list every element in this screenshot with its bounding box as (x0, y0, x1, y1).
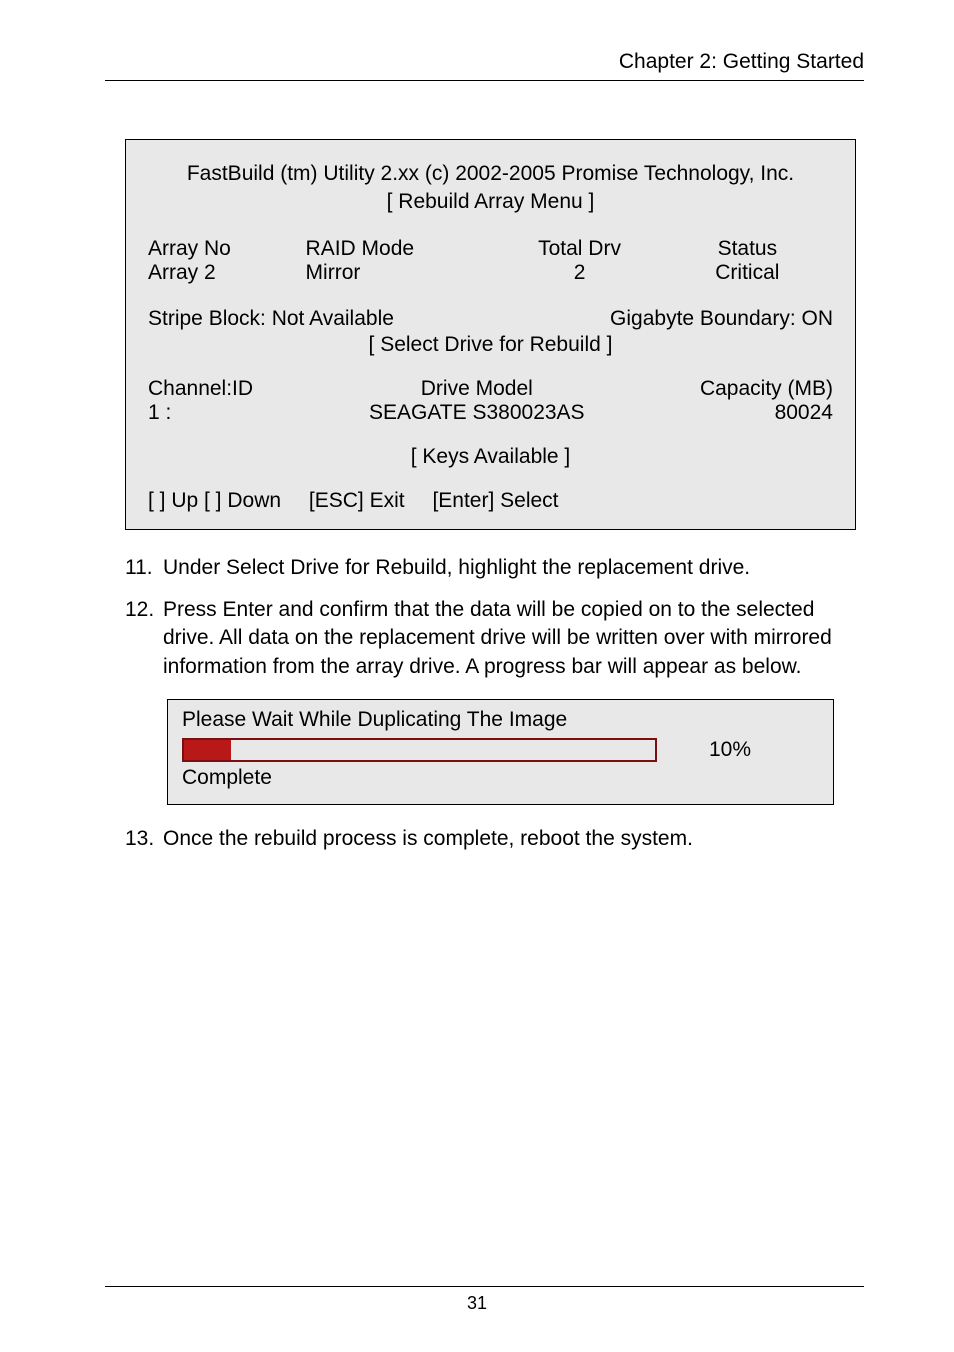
panel-title-line2: [ Rebuild Array Menu ] (148, 188, 833, 216)
step-11-num: 11. (125, 554, 163, 582)
step-11-text: Under Select Drive for Rebuild, highligh… (163, 554, 864, 582)
step-11: 11. Under Select Drive for Rebuild, high… (125, 554, 864, 582)
array-header-row: Array No RAID Mode Total Drv Status (148, 237, 833, 261)
col-raid-mode-h: RAID Mode (306, 237, 498, 261)
col-total-drv-h: Total Drv (497, 237, 661, 261)
col-status-v: Critical (662, 261, 833, 285)
capacity-h: Capacity (MB) (648, 377, 833, 401)
col-total-drv-v: 2 (497, 261, 661, 285)
progress-title: Please Wait While Duplicating The Image (182, 708, 803, 732)
keys-available: [ Keys Available ] (148, 445, 833, 469)
progress-bar (182, 738, 657, 762)
channel-header-row: Channel:ID Drive Model Capacity (MB) (148, 377, 833, 401)
header: Chapter 2: Getting Started (105, 50, 864, 81)
col-array-no-h: Array No (148, 237, 306, 261)
drive-model-h: Drive Model (306, 377, 649, 401)
header-rule (105, 80, 864, 81)
gigabyte-boundary: Gigabyte Boundary: ON (525, 307, 833, 331)
progress-bar-fill (184, 740, 231, 760)
nav-esc: [ESC] Exit (309, 489, 405, 512)
chapter-title: Chapter 2: Getting Started (105, 50, 864, 80)
page: Chapter 2: Getting Started FastBuild (tm… (0, 0, 954, 1352)
capacity-v: 80024 (648, 401, 833, 425)
steps-list: 11. Under Select Drive for Rebuild, high… (125, 554, 864, 681)
step-12: 12. Press Enter and confirm that the dat… (125, 596, 864, 681)
progress-percent: 10% (657, 738, 803, 762)
stripe-block: Stripe Block: Not Available (148, 307, 525, 331)
stripe-row: Stripe Block: Not Available Gigabyte Bou… (148, 307, 833, 331)
page-number: 31 (0, 1293, 954, 1314)
footer-rule (105, 1286, 864, 1287)
nav-updown: [ ] Up [ ] Down (148, 489, 281, 512)
step-12-text: Press Enter and confirm that the data wi… (163, 596, 864, 681)
spacer (105, 87, 864, 139)
progress-panel: Please Wait While Duplicating The Image … (167, 699, 834, 805)
drive-model-v: SEAGATE S380023AS (306, 401, 649, 425)
steps-list-2: 13. Once the rebuild process is complete… (125, 825, 864, 853)
step-12-num: 12. (125, 596, 163, 681)
step-13-text: Once the rebuild process is complete, re… (163, 825, 864, 853)
progress-complete-label: Complete (182, 766, 803, 790)
channel-value-row[interactable]: 1 : SEAGATE S380023AS 80024 (148, 401, 833, 425)
panel-title-line1: FastBuild (tm) Utility 2.xx (c) 2002-200… (148, 160, 833, 188)
col-status-h: Status (662, 237, 833, 261)
nav-enter: [Enter] Select (432, 489, 558, 512)
select-drive-header: [ Select Drive for Rebuild ] (148, 333, 833, 357)
step-13-num: 13. (125, 825, 163, 853)
step-13: 13. Once the rebuild process is complete… (125, 825, 864, 853)
col-raid-mode-v: Mirror (306, 261, 498, 285)
col-array-no-v: Array 2 (148, 261, 306, 285)
channel-id-v: 1 : (148, 401, 306, 425)
fastbuild-panel: FastBuild (tm) Utility 2.xx (c) 2002-200… (125, 139, 856, 530)
nav-keys: [ ] Up [ ] Down [ESC] Exit [Enter] Selec… (148, 489, 833, 513)
progress-row: 10% (182, 738, 803, 762)
panel-title: FastBuild (tm) Utility 2.xx (c) 2002-200… (148, 160, 833, 217)
array-value-row: Array 2 Mirror 2 Critical (148, 261, 833, 285)
channel-id-h: Channel:ID (148, 377, 306, 401)
footer: 31 (0, 1286, 954, 1314)
